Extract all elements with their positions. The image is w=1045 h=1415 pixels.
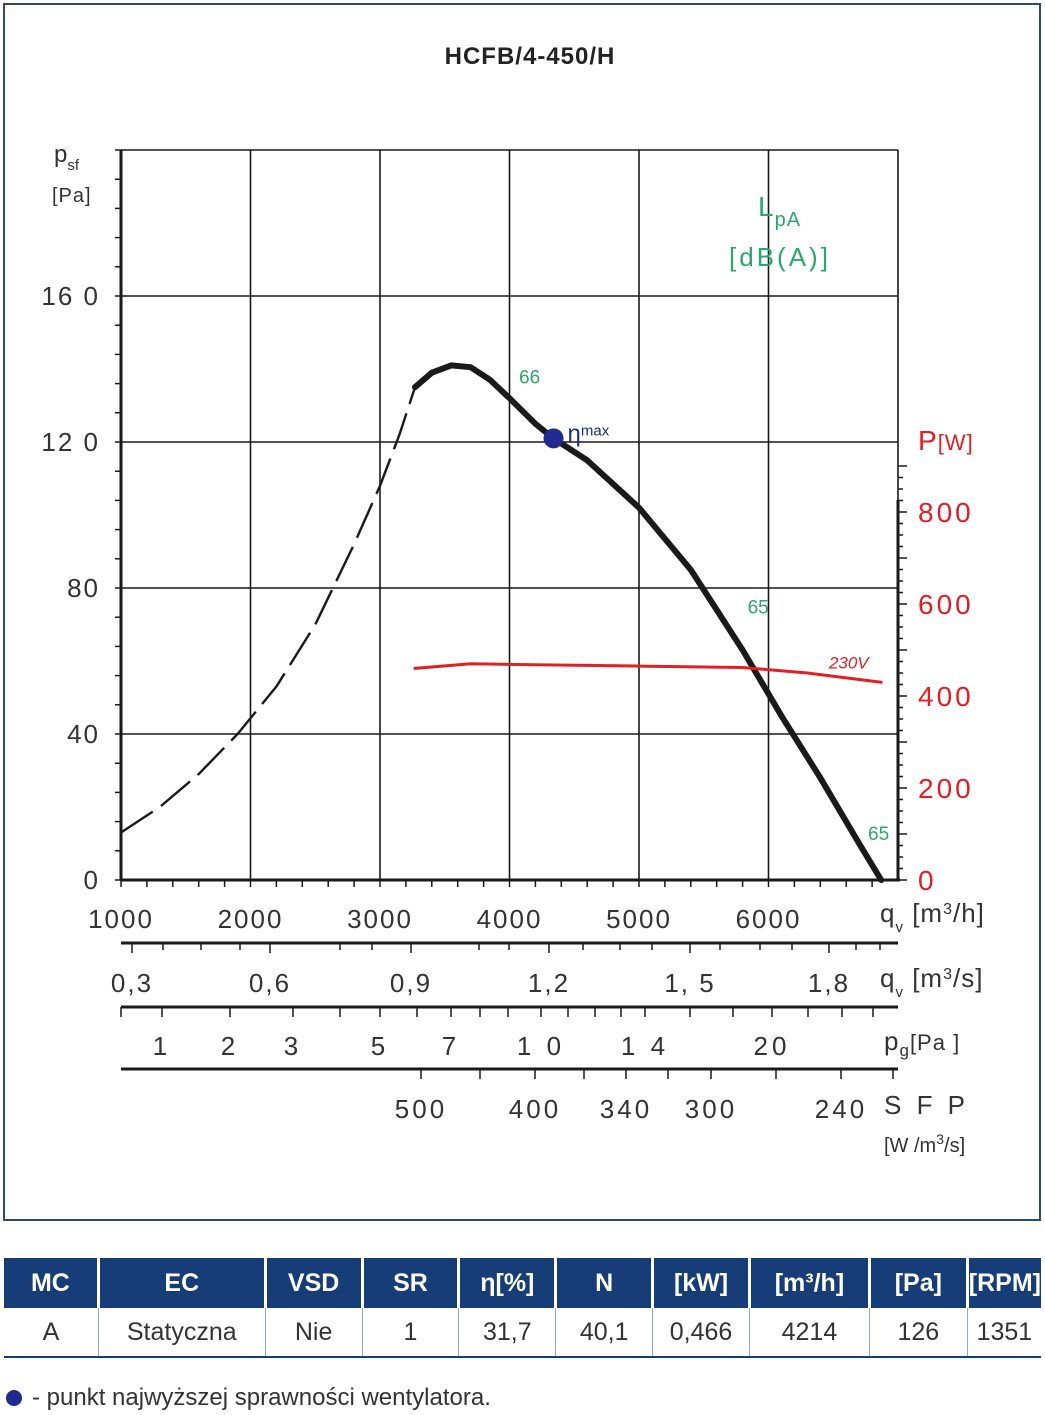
lpa-unit: [dB(A)]	[729, 242, 831, 272]
table-header-cell: VSD	[265, 1258, 364, 1308]
sfp-axis-unit: [W /m3/s]	[884, 1131, 965, 1157]
x-axis-label: qv [m3/h]	[880, 898, 985, 936]
x-tick-label: 6000	[736, 904, 802, 934]
x-tick-label: 1000	[88, 904, 154, 934]
pg-axis-label: pg[Pa ]	[884, 1026, 960, 1060]
table-header-cell: [kW]	[652, 1258, 751, 1308]
legend-note-text: - punkt najwyższej sprawności wentylator…	[32, 1384, 491, 1411]
fan-data-table: MC EC VSD SR η[%] N [kW] [m³/h] [Pa] [RP…	[4, 1258, 1041, 1358]
x2-tick-label: 0,9	[390, 968, 432, 998]
y-axis-unit: [Pa]	[52, 185, 92, 207]
noise-level-label: 66	[519, 368, 540, 389]
sfp-tick-label: 500	[395, 1094, 447, 1124]
table-cell: Statyczna	[98, 1308, 266, 1358]
noise-level-label: 65	[868, 824, 889, 845]
table-header-cell: [RPM]	[967, 1258, 1041, 1308]
power-curve-230v	[413, 662, 883, 684]
y-axis-label: psf	[54, 141, 80, 174]
table-cell: 0,466	[652, 1308, 750, 1358]
x-tick-label: 4000	[477, 904, 543, 934]
x-tick-label: 3000	[347, 904, 413, 934]
sfp-tick-label: 400	[509, 1094, 561, 1124]
y-tick-label: 0	[84, 865, 100, 895]
y-tick-label: 16 0	[41, 281, 100, 311]
eta-max-dot-icon	[6, 1390, 22, 1406]
sfp-tick-label: 300	[685, 1094, 737, 1124]
power-tick-label: 800	[918, 497, 974, 528]
pg-tick-label: 5	[371, 1031, 389, 1061]
sfp-tick-label: 340	[600, 1094, 652, 1124]
x2-axis-label: qv [m3/s]	[880, 963, 983, 1001]
table-cell: 40,1	[555, 1308, 654, 1358]
pg-tick-label: 2	[221, 1031, 239, 1061]
table-header-cell: η[%]	[458, 1258, 558, 1308]
sfp-tick-label: 240	[815, 1094, 867, 1124]
table-header-cell: EC	[98, 1258, 267, 1308]
power-tick-label: 0	[918, 865, 937, 896]
y-tick-label: 40	[67, 719, 100, 749]
table-header-cell: MC	[4, 1258, 100, 1308]
power-tick-label: 600	[918, 589, 974, 620]
table-cell: 31,7	[458, 1308, 557, 1358]
x2-tick-label: 1,2	[528, 968, 570, 998]
pressure-curve-dashed	[120, 386, 417, 834]
table-row: A Statyczna Nie 1 31,7 40,1 0,466 4214 1…	[4, 1308, 1041, 1358]
lpa-label: LpA	[758, 191, 801, 231]
table-cell: A	[4, 1308, 99, 1358]
table-header-cell: SR	[362, 1258, 461, 1308]
y-tick-label: 80	[67, 573, 100, 603]
table-cell: 126	[869, 1308, 968, 1358]
table-header-cell: [m³/h]	[749, 1258, 871, 1308]
pg-tick-label: 20	[754, 1031, 791, 1061]
power-curve-label: 230V	[828, 653, 870, 672]
pg-tick-label: 3	[284, 1031, 302, 1061]
eta-max-point	[543, 428, 564, 449]
x2-tick-label: 1, 5	[664, 968, 715, 998]
x2-tick-label: 0,6	[249, 968, 291, 998]
sfp-axis-label: S F P	[884, 1090, 969, 1120]
pg-tick-label: 1 4	[621, 1031, 669, 1061]
chart-title: HCFB/4-450/H	[445, 43, 616, 70]
x2-tick-label: 1,8	[808, 968, 850, 998]
pg-tick-label: 7	[442, 1031, 460, 1061]
pressure-curve	[412, 362, 885, 883]
x-tick-label: 2000	[218, 904, 284, 934]
table-header-cell: [Pa]	[869, 1258, 969, 1308]
power-tick-label: 400	[918, 681, 974, 712]
x-tick-label: 5000	[606, 904, 672, 934]
table-cell: 4214	[749, 1308, 870, 1358]
table-header-row: MC EC VSD SR η[%] N [kW] [m³/h] [Pa] [RP…	[4, 1258, 1041, 1308]
eta-max-label: ηmax	[568, 420, 610, 447]
x2-tick-label: 0,3	[111, 968, 153, 998]
table-cell: 1351	[967, 1308, 1041, 1358]
table-cell: 1	[362, 1308, 460, 1358]
y-tick-label: 12 0	[41, 427, 100, 457]
pg-tick-label: 1 0	[517, 1031, 565, 1061]
power-tick-label: 200	[918, 773, 974, 804]
legend-note: - punkt najwyższej sprawności wentylator…	[6, 1384, 491, 1412]
noise-level-label: 65	[748, 598, 769, 619]
power-axis-label: P[W]	[918, 425, 974, 456]
table-cell: Nie	[265, 1308, 363, 1358]
pg-tick-label: 1	[153, 1031, 171, 1061]
table-header-cell: N	[555, 1258, 655, 1308]
chart-frame	[3, 3, 1041, 1221]
